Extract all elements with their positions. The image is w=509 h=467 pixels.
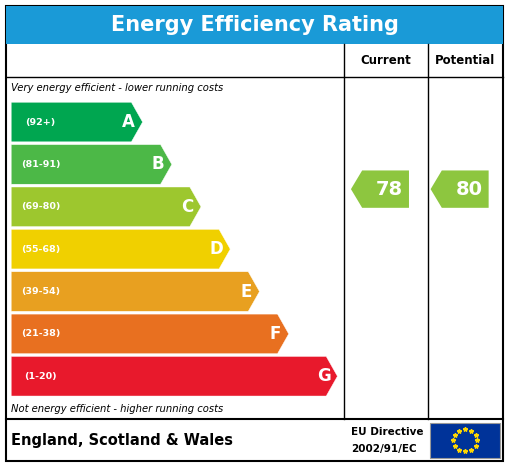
Polygon shape [11, 102, 143, 142]
Text: C: C [181, 198, 193, 216]
Polygon shape [11, 187, 201, 226]
Text: 78: 78 [376, 180, 403, 198]
Polygon shape [351, 170, 409, 208]
Text: (69-80): (69-80) [21, 202, 61, 211]
Bar [430, 423, 500, 458]
Text: (39-54): (39-54) [21, 287, 60, 296]
Text: F: F [269, 325, 280, 343]
Text: (1-20): (1-20) [24, 372, 57, 381]
Text: (55-68): (55-68) [21, 245, 61, 254]
Text: England, Scotland & Wales: England, Scotland & Wales [11, 433, 233, 448]
Text: B: B [152, 156, 164, 173]
Text: Not energy efficient - higher running costs: Not energy efficient - higher running co… [11, 404, 223, 414]
Polygon shape [11, 229, 230, 269]
Text: A: A [122, 113, 135, 131]
Text: EU Directive: EU Directive [351, 427, 423, 437]
Polygon shape [11, 272, 260, 311]
Text: Energy Efficiency Rating: Energy Efficiency Rating [110, 15, 399, 35]
Text: Potential: Potential [435, 54, 495, 67]
Polygon shape [11, 314, 289, 354]
Text: D: D [210, 240, 223, 258]
Text: (81-91): (81-91) [21, 160, 61, 169]
Bar [6, 6, 503, 44]
Text: (92+): (92+) [25, 118, 56, 127]
Polygon shape [431, 170, 489, 208]
Text: (21-38): (21-38) [21, 329, 61, 339]
Polygon shape [11, 145, 172, 184]
Polygon shape [11, 356, 337, 396]
Text: Very energy efficient - lower running costs: Very energy efficient - lower running co… [11, 83, 223, 93]
Text: 2002/91/EC: 2002/91/EC [351, 444, 417, 454]
Text: Current: Current [360, 54, 411, 67]
Text: G: G [317, 367, 330, 385]
Text: E: E [240, 283, 251, 300]
Text: 80: 80 [456, 180, 483, 198]
